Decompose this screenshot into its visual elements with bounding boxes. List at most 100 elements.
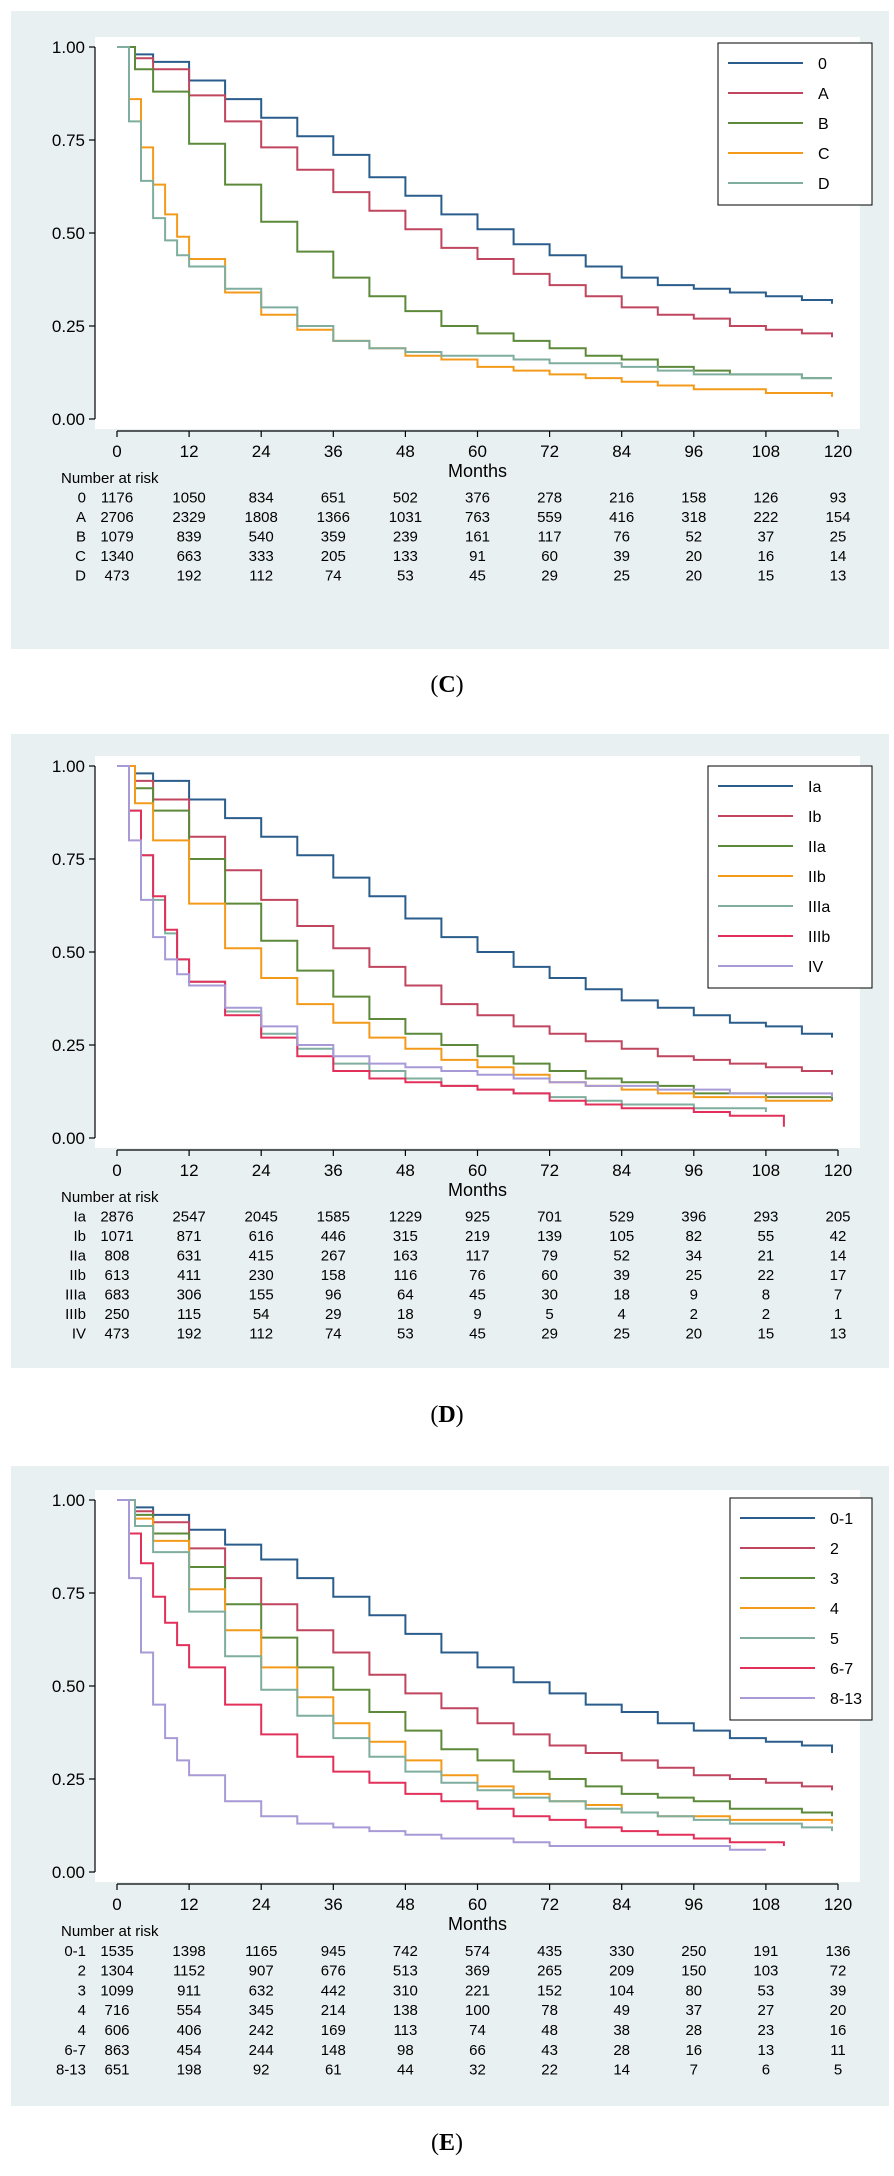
risk-cell: 148 <box>321 2042 346 2059</box>
x-tick-label: 120 <box>824 1161 852 1180</box>
risk-cell: 22 <box>758 1267 775 1284</box>
caption-c: (C) <box>430 672 464 698</box>
risk-cell: 2 <box>690 1306 698 1323</box>
risk-cell: 6 <box>762 2062 770 2079</box>
x-tick-label: 120 <box>824 1895 852 1914</box>
risk-cell: 1071 <box>100 1228 133 1245</box>
risk-cell: 21 <box>758 1248 775 1265</box>
x-axis-title: Months <box>448 1914 507 1934</box>
risk-cell: 20 <box>830 2002 847 2019</box>
risk-cell: 22 <box>541 2062 558 2079</box>
risk-cell: 1229 <box>389 1209 422 1226</box>
y-tick-label: 0.50 <box>52 1677 85 1696</box>
risk-row-label: IIb <box>69 1267 86 1284</box>
risk-cell: 376 <box>465 490 490 507</box>
risk-row-label: 4 <box>78 2002 86 2019</box>
risk-cell: 435 <box>537 1943 562 1960</box>
risk-cell: 306 <box>177 1287 202 1304</box>
risk-row-label: IIIa <box>65 1287 87 1304</box>
risk-table-title: Number at risk <box>61 1189 159 1206</box>
risk-cell: 16 <box>830 2022 847 2039</box>
risk-row-label: 0 <box>78 490 86 507</box>
risk-cell: 1535 <box>100 1943 133 1960</box>
risk-cell: 64 <box>397 1287 414 1304</box>
risk-cell: 1585 <box>317 1209 350 1226</box>
x-tick-label: 108 <box>752 1161 780 1180</box>
legend-label-ia: Ia <box>808 779 821 796</box>
risk-cell: 37 <box>758 529 775 546</box>
risk-cell: 701 <box>537 1209 562 1226</box>
risk-cell: 1304 <box>100 1963 133 1980</box>
x-axis-title: Months <box>448 461 507 481</box>
series-line-2 <box>117 1499 833 1791</box>
risk-cell: 244 <box>249 2042 274 2059</box>
risk-cell: 74 <box>325 568 342 585</box>
legend-label-iv: IV <box>808 959 823 976</box>
risk-cell: 139 <box>537 1228 562 1245</box>
y-tick-label: 0.75 <box>52 131 85 150</box>
risk-cell: 42 <box>830 1228 847 1245</box>
risk-cell: 606 <box>104 2022 129 2039</box>
risk-cell: 52 <box>613 1248 630 1265</box>
risk-cell: 78 <box>541 2002 558 2019</box>
risk-cell: 9 <box>473 1306 481 1323</box>
risk-cell: 37 <box>685 2002 702 2019</box>
risk-cell: 60 <box>541 1267 558 1284</box>
risk-cell: 20 <box>685 568 702 585</box>
series-line-5 <box>117 1499 833 1832</box>
risk-cell: 48 <box>541 2022 558 2039</box>
series-line-ia <box>117 765 833 1038</box>
risk-cell: 205 <box>321 548 346 565</box>
risk-cell: 742 <box>393 1943 418 1960</box>
risk-row-label: 2 <box>78 1963 86 1980</box>
risk-cell: 61 <box>325 2062 342 2079</box>
risk-cell: 559 <box>537 509 562 526</box>
x-tick-label: 12 <box>180 1161 199 1180</box>
risk-cell: 25 <box>613 1326 630 1343</box>
risk-cell: 32 <box>469 2062 486 2079</box>
risk-cell: 632 <box>249 1982 274 1999</box>
risk-cell: 152 <box>537 1982 562 1999</box>
risk-cell: 104 <box>609 1982 634 1999</box>
risk-cell: 198 <box>177 2062 202 2079</box>
risk-cell: 76 <box>469 1267 486 1284</box>
risk-cell: 574 <box>465 1943 490 1960</box>
x-tick-label: 48 <box>396 442 415 461</box>
x-tick-label: 24 <box>252 1895 271 1914</box>
risk-row-label: B <box>76 529 86 546</box>
risk-cell: 278 <box>537 490 562 507</box>
risk-cell: 96 <box>325 1287 342 1304</box>
risk-cell: 663 <box>177 548 202 565</box>
risk-cell: 315 <box>393 1228 418 1245</box>
risk-cell: 7 <box>834 1287 842 1304</box>
y-tick-label: 1.00 <box>52 757 85 776</box>
risk-cell: 52 <box>685 529 702 546</box>
risk-cell: 100 <box>465 2002 490 2019</box>
risk-cell: 103 <box>753 1963 778 1980</box>
risk-cell: 49 <box>613 2002 630 2019</box>
risk-cell: 8 <box>762 1287 770 1304</box>
risk-cell: 7 <box>690 2062 698 2079</box>
risk-cell: 4 <box>618 1306 626 1323</box>
risk-cell: 415 <box>249 1248 274 1265</box>
risk-cell: 631 <box>177 1248 202 1265</box>
risk-cell: 23 <box>758 2022 775 2039</box>
x-tick-label: 72 <box>540 1161 559 1180</box>
risk-cell: 20 <box>685 1326 702 1343</box>
risk-row-label: IIIb <box>65 1306 86 1323</box>
risk-cell: 117 <box>466 1248 490 1265</box>
x-tick-label: 48 <box>396 1895 415 1914</box>
risk-cell: 359 <box>321 529 346 546</box>
series-line-iiib <box>117 765 785 1127</box>
risk-cell: 683 <box>104 1287 129 1304</box>
series-line-b <box>117 46 832 380</box>
risk-cell: 1099 <box>100 1982 133 1999</box>
risk-cell: 330 <box>609 1943 634 1960</box>
legend-label-a: A <box>818 86 829 103</box>
risk-cell: 613 <box>104 1267 129 1284</box>
risk-cell: 911 <box>177 1982 201 1999</box>
y-tick-label: 0.25 <box>52 317 85 336</box>
y-tick-label: 1.00 <box>52 38 85 57</box>
y-tick-label: 0.50 <box>52 224 85 243</box>
x-tick-label: 84 <box>612 1895 631 1914</box>
